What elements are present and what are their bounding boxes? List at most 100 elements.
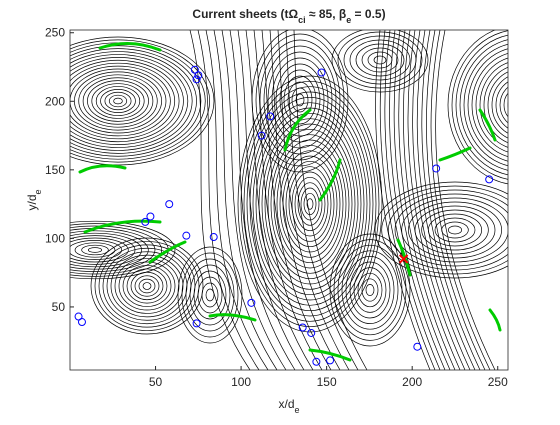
contour xyxy=(361,278,379,302)
contour xyxy=(300,187,320,221)
contour xyxy=(130,271,164,301)
contour xyxy=(393,30,451,370)
contour xyxy=(181,252,239,338)
text-part: e xyxy=(33,189,43,194)
contour xyxy=(279,150,341,258)
contour xyxy=(297,182,323,226)
x-tick-label: 200 xyxy=(402,375,422,389)
contour xyxy=(189,30,251,370)
contour xyxy=(349,261,391,319)
contour xyxy=(259,39,341,161)
contour xyxy=(213,30,278,370)
contour xyxy=(355,43,405,77)
chart-title: Current sheets (tΩci ≈ 85, βe = 0.5) xyxy=(192,7,385,25)
o-point xyxy=(77,318,86,327)
contour xyxy=(70,51,193,151)
y-tick-label: 150 xyxy=(45,163,65,177)
contour xyxy=(407,30,466,370)
contour xyxy=(201,282,219,308)
contour xyxy=(381,185,508,275)
contour xyxy=(100,89,136,113)
contour xyxy=(283,75,317,125)
contour xyxy=(483,66,508,144)
contour xyxy=(507,101,508,109)
contour xyxy=(503,92,508,118)
contour xyxy=(193,270,227,320)
contour xyxy=(331,30,429,93)
contour xyxy=(189,264,231,326)
contour xyxy=(122,265,172,307)
contour xyxy=(471,53,508,157)
contour xyxy=(70,59,180,143)
text-part: Current sheets (t xyxy=(192,7,288,21)
contour xyxy=(285,160,335,248)
contour xyxy=(279,69,321,131)
contour xyxy=(375,30,431,370)
contour xyxy=(475,57,508,153)
contour xyxy=(388,189,508,271)
contour xyxy=(455,34,508,176)
contour xyxy=(108,94,128,108)
contour xyxy=(70,45,202,157)
contour xyxy=(70,48,197,154)
contour xyxy=(95,86,141,116)
contour xyxy=(389,30,446,370)
o-point xyxy=(326,356,335,365)
contour xyxy=(451,30,508,180)
y-tick-label: 50 xyxy=(52,300,66,314)
x-axis-label: x/de xyxy=(278,397,299,415)
current-sheet xyxy=(478,108,497,142)
contour xyxy=(267,128,353,280)
current-sheet xyxy=(148,240,187,264)
contour xyxy=(421,209,489,251)
contour xyxy=(237,30,305,370)
contour xyxy=(205,30,269,370)
contour xyxy=(495,81,508,129)
contour xyxy=(70,68,167,134)
contour xyxy=(373,55,387,65)
contour xyxy=(416,30,476,370)
o-point xyxy=(165,200,174,209)
contour xyxy=(306,198,314,210)
x-tick-label: 250 xyxy=(488,375,508,389)
o-point xyxy=(182,231,191,240)
current-sheet xyxy=(308,348,352,362)
contour xyxy=(487,71,508,139)
contour xyxy=(447,30,508,185)
contour xyxy=(333,239,407,341)
o-point xyxy=(307,328,316,337)
contour xyxy=(253,30,323,370)
text-part: e xyxy=(346,15,351,25)
contour xyxy=(185,258,235,332)
current-sheet xyxy=(283,108,312,152)
contour xyxy=(426,30,486,370)
contour xyxy=(345,256,395,324)
contour xyxy=(255,33,345,167)
o-point xyxy=(209,233,218,242)
text-part: x/d xyxy=(278,397,294,411)
text-part: y/d xyxy=(25,195,39,211)
current-sheet xyxy=(396,238,412,277)
contour xyxy=(398,30,456,370)
x-tick-label: 100 xyxy=(231,375,251,389)
contour xyxy=(512,96,528,114)
contour xyxy=(374,181,508,279)
contour xyxy=(70,36,215,166)
contour xyxy=(87,80,149,122)
contour xyxy=(349,39,411,81)
contour xyxy=(74,242,116,258)
contour xyxy=(329,233,411,347)
contour xyxy=(70,65,171,137)
contour xyxy=(246,91,374,317)
contour xyxy=(421,30,481,370)
o-point xyxy=(247,298,256,307)
o-point xyxy=(257,131,266,140)
o-point xyxy=(266,112,275,121)
contour xyxy=(70,57,184,145)
contour xyxy=(270,134,350,274)
contour xyxy=(74,71,162,131)
contour xyxy=(70,230,149,270)
o-point xyxy=(146,212,155,221)
y-axis-label: y/de xyxy=(25,189,43,210)
